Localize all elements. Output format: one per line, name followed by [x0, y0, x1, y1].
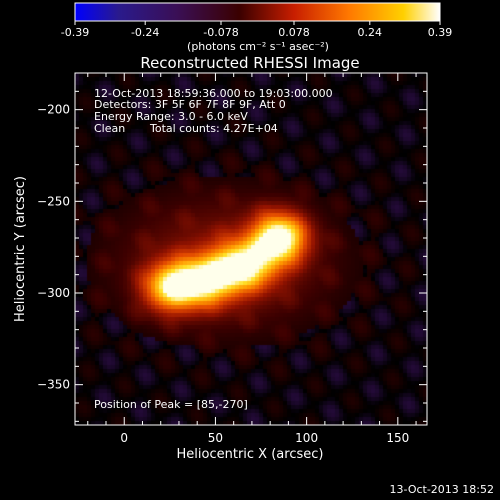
x-axis-label: Heliocentric X (arcsec)	[177, 447, 324, 462]
y-axis-tick-labels: −200 −250 −300 −350	[37, 103, 70, 392]
annotation-total-counts: Total counts: 4.27E+04	[149, 122, 278, 135]
footer-timestamp: 13-Oct-2013 18:52	[389, 483, 494, 496]
x-tick-label: 50	[208, 431, 223, 445]
annotation-time-range: 12-Oct-2013 18:59:36.000 to 19:03:00.000	[94, 87, 333, 100]
colorbar-tick-labels: -0.39 -0.24 -0.078 0.078 0.24 0.39	[61, 26, 452, 39]
x-tick-label: 150	[386, 431, 409, 445]
plot-frame	[74, 72, 428, 426]
x-axis-ticks	[87, 73, 417, 425]
colorbar	[74, 2, 441, 22]
annotation-peak-position: Position of Peak = [85,-270]	[94, 398, 248, 411]
y-axis-ticks	[75, 72, 427, 422]
x-axis-tick-labels: 0 50 100 150	[120, 431, 409, 445]
heatmap-image-frame	[75, 73, 427, 425]
colorbar-tick-label: 0.24	[358, 26, 383, 39]
colorbar-tick-label: -0.24	[131, 26, 159, 39]
annotation-energy-range: Energy Range: 3.0 - 6.0 keV	[94, 110, 248, 123]
colorbar-unit-label: (photons cm⁻² s⁻¹ asec⁻²)	[187, 40, 329, 53]
y-tick-label: −300	[37, 286, 70, 300]
colorbar-tick-label: 0.39	[428, 26, 453, 39]
y-tick-label: −350	[37, 378, 70, 392]
y-axis-label: Heliocentric Y (arcsec)	[13, 176, 28, 322]
chart-title: Reconstructed RHESSI Image	[140, 54, 359, 72]
annotation-method: Clean	[94, 122, 125, 135]
y-tick-label: −250	[37, 194, 70, 208]
y-tick-label: −200	[37, 103, 70, 117]
colorbar-ticks	[74, 21, 441, 25]
colorbar-tick-label: -0.078	[203, 26, 238, 39]
x-tick-label: 0	[120, 431, 128, 445]
x-tick-label: 100	[295, 431, 318, 445]
colorbar-tick-label: -0.39	[61, 26, 89, 39]
colorbar-tick-label: 0.078	[278, 26, 310, 39]
heatmap-image	[75, 73, 427, 425]
annotation-detectors: Detectors: 3F 5F 6F 7F 8F 9F, Att 0	[94, 98, 286, 111]
annotation-block: 12-Oct-2013 18:59:36.000 to 19:03:00.000…	[94, 87, 333, 135]
